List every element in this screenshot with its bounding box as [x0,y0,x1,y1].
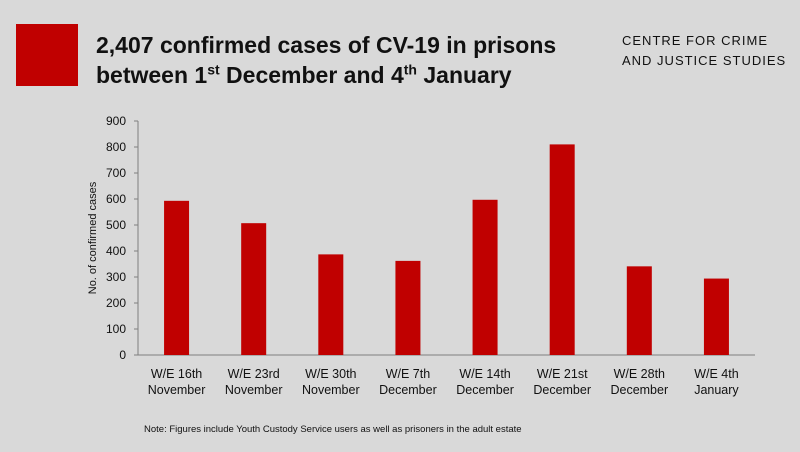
x-tick-label: W/E 7th [386,367,431,381]
x-tick-label: November [225,383,283,397]
bar [164,200,190,355]
title-line-1: 2,407 confirmed cases of CV-19 in prison… [96,32,557,58]
bar [703,278,729,355]
x-tick-label: W/E 4th [694,367,739,381]
x-tick-label: December [610,383,668,397]
bar [241,223,267,355]
x-tick-label: January [694,383,739,397]
y-tick-label: 500 [106,218,126,232]
y-tick-label: 900 [106,114,126,128]
x-tick-label: W/E 30th [305,367,356,381]
title-part-b: December and 4 [219,62,404,88]
y-tick-label: 400 [106,244,126,258]
x-tick-label: December [533,383,591,397]
x-tick-label: December [379,383,437,397]
y-tick-label: 100 [106,322,126,336]
y-axis-title: No. of confirmed cases [87,181,99,294]
x-tick-label: W/E 14th [459,367,510,381]
org-line-1: CENTRE FOR CRIME [622,33,768,48]
y-tick-label: 700 [106,166,126,180]
title-sup-1: st [207,61,220,78]
bar [549,144,575,355]
footnote: Note: Figures include Youth Custody Serv… [144,424,522,435]
y-tick-label: 600 [106,192,126,206]
brand-square [16,24,78,86]
bar [472,199,498,355]
x-tick-label: W/E 16th [151,367,202,381]
bar [395,260,421,355]
x-tick-label: December [456,383,514,397]
y-tick-label: 200 [106,296,126,310]
y-tick-label: 300 [106,270,126,284]
title-sup-2: th [403,61,417,78]
bar [318,254,344,355]
x-tick-label: W/E 21st [537,367,588,381]
x-tick-label: November [302,383,360,397]
title-part-c: January [416,62,512,88]
title-line-2: between 1st December and 4th January [96,60,616,90]
y-tick-label: 0 [119,348,126,362]
bar [626,266,652,355]
title-part-a: between 1 [96,62,208,88]
y-tick-label: 800 [106,140,126,154]
org-name: CENTRE FOR CRIME AND JUSTICE STUDIES [622,31,786,71]
org-line-2: AND JUSTICE STUDIES [622,53,787,68]
x-tick-label: W/E 23rd [228,367,280,381]
page-title: 2,407 confirmed cases of CV-19 in prison… [96,30,616,90]
x-tick-label: November [148,383,206,397]
x-tick-label: W/E 28th [614,367,665,381]
